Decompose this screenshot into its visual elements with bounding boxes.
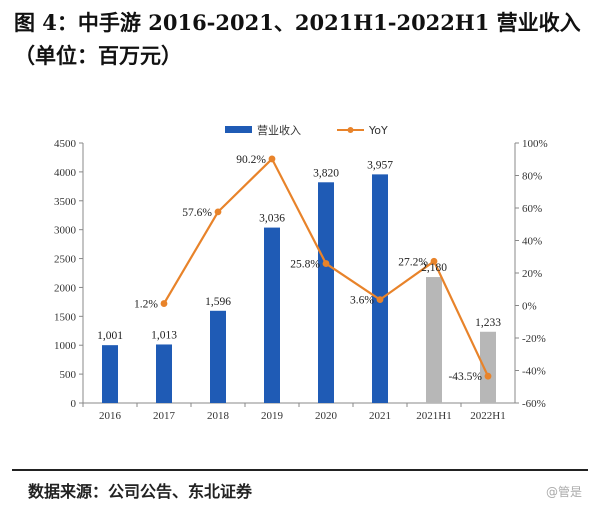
revenue-bar [264, 227, 280, 403]
revenue-bar [426, 277, 442, 403]
revenue-value-label: 3,036 [259, 213, 285, 225]
revenue-bar [210, 310, 226, 403]
revenue-value-label: 3,820 [313, 167, 339, 179]
x-tick-label: 2021 [369, 410, 391, 422]
x-tick-label: 2021H1 [416, 410, 451, 422]
chart-legend: 营业收入 YoY [225, 123, 388, 137]
yoy-point [160, 300, 168, 307]
left-tick-label: 1500 [54, 311, 77, 323]
left-tick-label: 3000 [54, 225, 77, 237]
x-tick-label: 2017 [153, 410, 176, 422]
left-tick-label: 4000 [54, 167, 77, 179]
right-tick-label: 0% [522, 301, 537, 313]
left-tick-label: 3500 [54, 196, 77, 208]
x-tick-label: 2020 [315, 410, 338, 422]
yoy-value-label: 1.2% [134, 299, 158, 311]
yoy-point [214, 208, 222, 216]
legend-line-marker [347, 127, 354, 133]
revenue-bar [318, 182, 334, 403]
yoy-line-series [160, 155, 492, 380]
revenue-value-label: 1,233 [475, 317, 501, 329]
yoy-point [322, 260, 330, 267]
data-source-note: 数据来源：公司公告、东北证券 [28, 482, 253, 501]
revenue-chart: 0 500 1000 1500 2000 2500 3000 3500 4000 4500 -60%… [54, 123, 548, 422]
legend-bar-label: 营业收入 [257, 123, 301, 137]
yoy-value-label: 25.8% [290, 259, 320, 271]
x-tick-label: 2019 [261, 410, 284, 422]
right-tick-label: 80% [522, 171, 542, 183]
left-tick-label: 1000 [54, 340, 77, 352]
yoy-point [484, 372, 492, 380]
right-tick-label: 40% [522, 236, 542, 248]
revenue-bar [156, 344, 172, 403]
legend-line-label: YoY [368, 124, 388, 137]
footer-divider [12, 469, 588, 471]
yoy-value-label: 57.6% [182, 207, 212, 219]
chart-title: 图 4：中手游 2016-2021、2021H1-2022H1 营业收入（单位：… [14, 10, 581, 68]
x-tick-label: 2016 [99, 410, 122, 422]
right-tick-label: 100% [522, 138, 548, 150]
revenue-value-label: 1,013 [151, 329, 177, 341]
revenue-value-label: 1,001 [97, 330, 123, 342]
watermark: @管是 [545, 485, 582, 499]
right-tick-label: -40% [522, 366, 546, 378]
yoy-point [430, 257, 438, 265]
yoy-point [268, 155, 276, 163]
revenue-value-label: 3,957 [367, 159, 393, 171]
x-tick-label: 2018 [207, 410, 230, 422]
left-tick-label: 2000 [54, 282, 77, 294]
data-labels: 1,001 1,013 1,596 3,036 3,820 3,957 2,180 1,233… [97, 154, 501, 383]
revenue-bar [372, 174, 388, 403]
right-tick-label: 20% [522, 268, 542, 280]
yoy-value-label: 27.2% [398, 256, 428, 268]
right-tick-label: -60% [522, 398, 546, 410]
yoy-value-label: 90.2% [236, 154, 266, 166]
right-tick-label: -20% [522, 333, 546, 345]
revenue-value-label: 1,596 [205, 296, 231, 308]
left-tick-label: 500 [60, 369, 77, 381]
chart-axes: 0 500 1000 1500 2000 2500 3000 3500 4000 4500 -60%… [54, 138, 548, 422]
yoy-point [376, 296, 384, 304]
revenue-value-label: 2,180 [421, 262, 447, 274]
left-tick-label: 2500 [54, 254, 77, 266]
revenue-bar [480, 331, 496, 403]
bar-series [102, 174, 496, 403]
x-tick-label: 2022H1 [470, 410, 505, 422]
yoy-value-label: -43.5% [448, 371, 482, 383]
yoy-value-label: 3.6% [350, 295, 374, 307]
left-tick-label: 4500 [54, 138, 77, 150]
left-tick-label: 0 [71, 398, 77, 410]
legend-bar-swatch [225, 126, 252, 133]
revenue-bar [102, 345, 118, 403]
right-tick-label: 60% [522, 203, 542, 215]
